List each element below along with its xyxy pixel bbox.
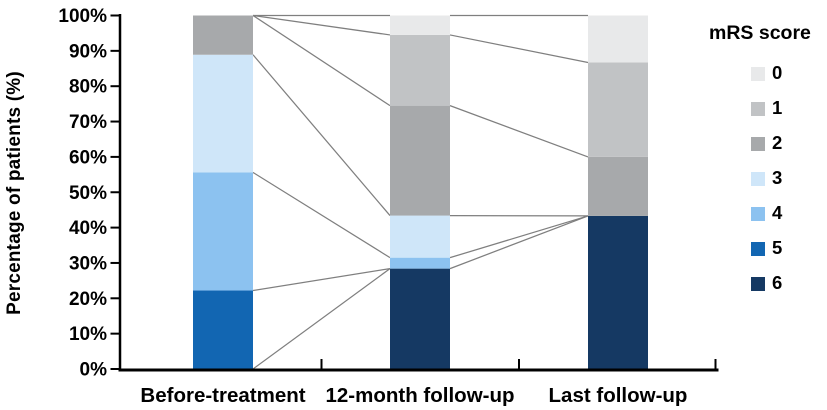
bar-segment-mrs5 bbox=[193, 290, 253, 369]
y-tick-label: 80% bbox=[69, 77, 107, 98]
bar-segment-mrs3 bbox=[390, 215, 450, 258]
y-tick-label: 70% bbox=[69, 112, 107, 133]
bar-segment-mrs4 bbox=[390, 257, 450, 269]
bar-segment-mrs2 bbox=[193, 15, 253, 55]
y-tick-label: 20% bbox=[69, 289, 107, 310]
y-axis-title: Percentage of patients (%) bbox=[4, 71, 25, 315]
bar-segment-mrs4 bbox=[193, 172, 253, 291]
y-tick-label: 30% bbox=[69, 253, 107, 274]
x-category-label: Before-treatment bbox=[140, 384, 305, 407]
bar-segment-mrs2 bbox=[588, 156, 648, 216]
connector-line bbox=[449, 215, 589, 259]
bar-segment-mrs0 bbox=[588, 15, 648, 63]
bar-segment-mrs6 bbox=[588, 215, 648, 369]
x-category-label: 12-month follow-up bbox=[325, 384, 514, 407]
connector-line bbox=[252, 14, 391, 36]
connector-line bbox=[449, 215, 589, 270]
y-tick-label: 100% bbox=[58, 6, 107, 27]
bar-segment-mrs2 bbox=[390, 105, 450, 216]
connector-line bbox=[252, 54, 391, 216]
connector-line bbox=[252, 171, 391, 259]
connector-line bbox=[449, 105, 589, 158]
bar-segment-mrs1 bbox=[588, 62, 648, 157]
y-tick-label: 50% bbox=[69, 183, 107, 204]
y-tick-label: 10% bbox=[69, 324, 107, 345]
connector-line bbox=[252, 267, 391, 292]
y-tick-label: 90% bbox=[69, 41, 107, 62]
y-tick-label: 60% bbox=[69, 147, 107, 168]
bar-segment-mrs0 bbox=[390, 15, 450, 35]
y-tick-label: 0% bbox=[80, 360, 108, 381]
bar-segment-mrs6 bbox=[390, 268, 450, 369]
connector-line bbox=[252, 268, 391, 370]
bar-segment-mrs1 bbox=[390, 34, 450, 106]
x-category-label: Last follow-up bbox=[549, 384, 688, 407]
connector-line bbox=[252, 14, 391, 107]
bar-segment-mrs3 bbox=[193, 54, 253, 173]
connector-line bbox=[449, 34, 589, 64]
y-tick-label: 40% bbox=[69, 218, 107, 239]
